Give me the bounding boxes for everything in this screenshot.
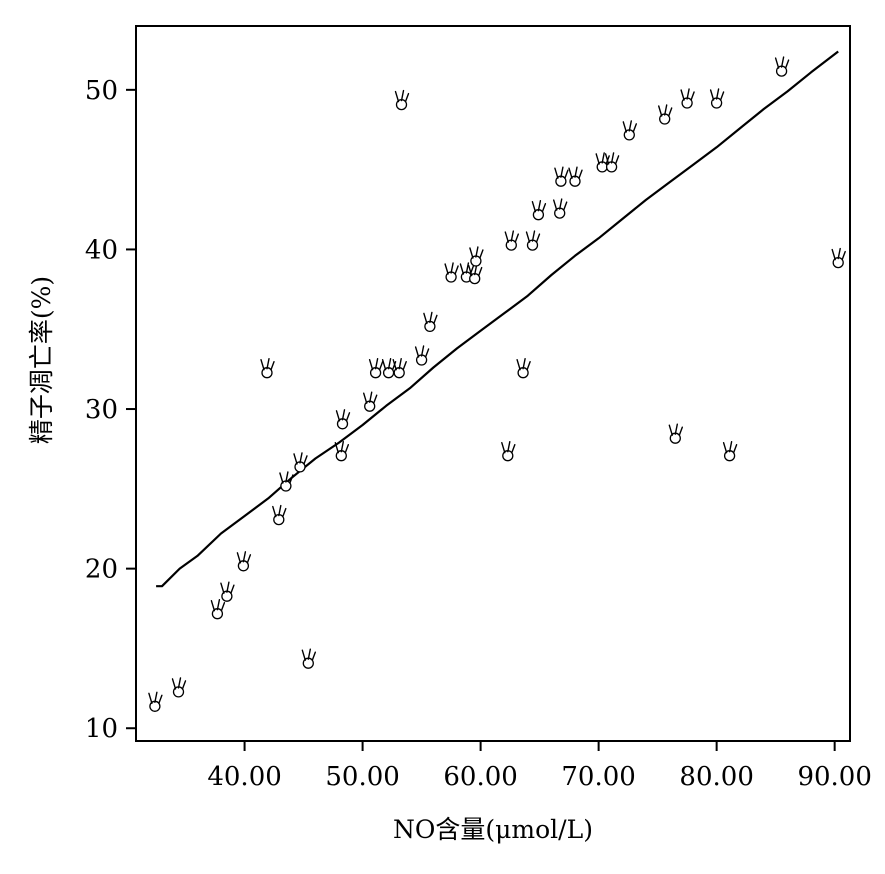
point-marker-fingers xyxy=(658,104,673,117)
scatter-point xyxy=(469,246,484,267)
y-tick-label: 30 xyxy=(85,395,118,425)
scatter-point xyxy=(554,166,569,187)
scatter-point xyxy=(335,409,351,430)
y-tick-label: 10 xyxy=(85,714,118,744)
scatter-point xyxy=(516,358,531,379)
scatter-point xyxy=(148,691,163,712)
point-marker-fingers xyxy=(604,152,620,165)
scatter-point xyxy=(236,551,252,572)
scatter-point xyxy=(774,56,790,77)
scatter-point xyxy=(531,199,547,221)
point-marker-fingers xyxy=(394,89,410,103)
scatter-point xyxy=(392,358,407,379)
scatter-point xyxy=(658,104,673,125)
scatter-point xyxy=(680,88,695,109)
scatter-point xyxy=(709,88,725,109)
scatter-point xyxy=(334,441,349,462)
point-marker-fingers xyxy=(516,358,531,371)
point-marker-fingers xyxy=(774,56,790,69)
scatter-point xyxy=(831,247,846,269)
scatter-point xyxy=(668,423,683,444)
point-marker-fingers xyxy=(335,409,351,422)
y-axis-title: 精子凋亡率(%) xyxy=(27,276,56,444)
point-marker-fingers xyxy=(301,648,316,661)
point-marker-fingers xyxy=(554,166,569,179)
scatter-point xyxy=(260,358,275,379)
x-axis: 40.00 50.00 60.00 70.00 80.00 90.00 xyxy=(207,741,872,792)
fit-line-group xyxy=(156,50,839,588)
x-tick-label: 70.00 xyxy=(561,762,635,792)
y-tick-label: 40 xyxy=(85,235,118,265)
point-marker-fingers xyxy=(272,504,287,518)
scatter-point xyxy=(568,166,583,187)
scatter-point xyxy=(468,263,483,285)
x-axis-title: NO含量(μmol/L) xyxy=(393,815,593,844)
point-marker-fingers xyxy=(260,358,275,371)
scatter-point xyxy=(210,599,226,620)
scatter-point xyxy=(622,120,637,141)
point-marker-fingers xyxy=(722,441,738,454)
plot-frame xyxy=(135,25,851,742)
scatter-point xyxy=(368,358,384,379)
x-tick-label: 60.00 xyxy=(443,762,517,792)
point-marker-fingers xyxy=(392,358,407,371)
point-marker-fingers xyxy=(553,198,568,211)
point-marker-fingers xyxy=(210,599,226,612)
point-marker-fingers xyxy=(525,230,541,243)
y-tick-label: 20 xyxy=(85,555,118,585)
point-marker-fingers xyxy=(622,120,637,133)
point-marker-fingers xyxy=(148,691,163,704)
point-marker-fingers xyxy=(236,551,252,564)
point-marker-fingers xyxy=(501,441,516,454)
y-tick-label: 50 xyxy=(85,76,118,106)
scatter-point xyxy=(604,152,620,173)
point-marker-fingers xyxy=(334,441,349,454)
scatter-point xyxy=(279,471,294,492)
point-marker-fingers xyxy=(220,581,235,594)
point-marker-fingers xyxy=(414,345,430,358)
point-marker-fingers xyxy=(381,358,397,371)
point-marker-fingers xyxy=(368,358,384,371)
x-tick-label: 40.00 xyxy=(207,762,281,792)
scatter-point xyxy=(423,311,438,333)
scatter-point xyxy=(553,198,568,219)
scatter-point xyxy=(171,677,187,698)
x-tick-label: 80.00 xyxy=(679,762,753,792)
x-tick-label: 50.00 xyxy=(325,762,399,792)
point-marker-fingers xyxy=(568,166,583,179)
scatter-point xyxy=(272,504,287,526)
scatter-point xyxy=(501,441,516,462)
point-marker-fingers xyxy=(171,677,187,690)
point-marker-fingers xyxy=(831,247,846,261)
scatter-point xyxy=(301,648,316,669)
scatter-point xyxy=(722,441,738,462)
point-marker-fingers xyxy=(504,230,519,243)
point-marker-fingers xyxy=(668,423,683,436)
scatter-points xyxy=(148,56,846,712)
scatter-point xyxy=(444,262,459,283)
point-marker-fingers xyxy=(444,262,459,275)
point-marker-fingers xyxy=(531,199,547,213)
point-marker-fingers xyxy=(680,88,695,101)
point-marker-fingers xyxy=(363,391,378,404)
scatter-point xyxy=(363,391,378,412)
point-marker-fingers xyxy=(279,471,294,484)
y-axis: 10 20 30 40 50 xyxy=(85,76,136,744)
scatter-point xyxy=(504,230,519,251)
scatter-point xyxy=(394,89,410,111)
point-marker-fingers xyxy=(469,246,484,259)
scatter-point xyxy=(293,452,308,473)
x-tick-label: 90.00 xyxy=(797,762,871,792)
scatter-point xyxy=(414,345,430,366)
fit-line xyxy=(156,50,839,588)
point-marker-fingers xyxy=(423,311,438,325)
point-marker-fingers xyxy=(293,452,308,465)
scatter-point xyxy=(220,581,235,602)
scatter-point xyxy=(525,230,541,251)
point-marker-fingers xyxy=(709,88,725,101)
